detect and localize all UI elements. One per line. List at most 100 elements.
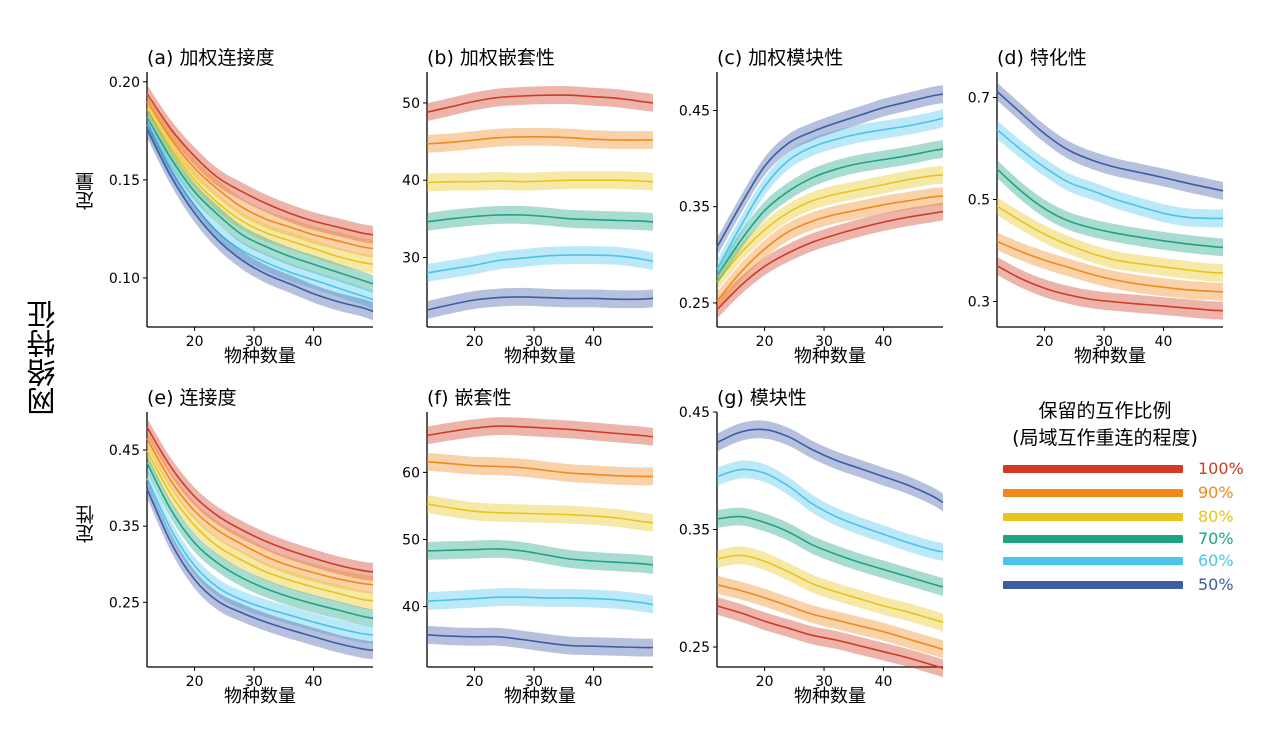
legend-item-60: 60% <box>1003 551 1253 571</box>
x-tick-label: 40 <box>585 334 603 350</box>
legend-item-80: 80% <box>1003 507 1253 527</box>
series-ci-band <box>717 166 943 291</box>
series-line <box>146 93 374 236</box>
y-tick-label: 0.15 <box>109 173 140 189</box>
series-line <box>146 116 374 285</box>
x-tick-label: 20 <box>186 674 204 690</box>
series-ci-band <box>147 84 373 244</box>
y-tick-label: 30 <box>402 250 420 266</box>
series-line <box>996 168 1224 249</box>
series-line <box>426 634 654 649</box>
x-tick-label: 20 <box>186 334 204 350</box>
panel-c: (c) 加权模块性 0.25 0.35 0.45 20 30 40 物种数量 <box>679 47 944 367</box>
legend-title-line1: 保留的互作比例 <box>1038 400 1172 422</box>
y-tick-label: 0.20 <box>109 75 140 91</box>
series-line <box>426 460 654 478</box>
series-ci-band <box>147 92 373 258</box>
series-line <box>716 605 944 669</box>
series-line <box>426 94 654 113</box>
series-ci-band <box>717 109 943 279</box>
panel-title: (a) 加权连接度 <box>147 47 275 69</box>
legend-label: 90% <box>1198 483 1234 502</box>
series-ci-band <box>427 86 653 122</box>
y-tick-label: 0.45 <box>109 443 140 459</box>
x-axis-label: 物种数量 <box>224 346 296 367</box>
series-line <box>716 210 944 311</box>
series-ci-band <box>147 480 373 660</box>
x-tick-label: 30 <box>245 674 263 690</box>
y-tick-label: 0.7 <box>968 91 990 107</box>
series-ci-band <box>717 420 943 512</box>
series-line <box>146 128 374 313</box>
legend-swatch <box>1003 557 1183 565</box>
series-line <box>716 195 944 302</box>
legend-label: 50% <box>1198 575 1234 594</box>
series-line <box>426 596 654 606</box>
x-tick-label: 30 <box>245 334 263 350</box>
y-tick-label: 0.45 <box>679 405 710 421</box>
series-ci-band <box>147 116 373 309</box>
legend-swatch <box>1003 513 1183 521</box>
legend-label: 70% <box>1198 529 1234 548</box>
series-line <box>146 477 374 636</box>
series-line <box>146 450 374 602</box>
y-tick-label: 0.45 <box>679 103 710 119</box>
x-tick-label: 30 <box>525 674 543 690</box>
legend-swatch <box>1003 489 1183 497</box>
series-ci-band <box>147 418 373 581</box>
series-ci-band <box>427 246 653 282</box>
series-ci-band <box>997 82 1223 200</box>
x-tick-label: 20 <box>756 334 774 350</box>
series-ci-band <box>147 469 373 644</box>
x-axis-label: 物种数量 <box>1074 346 1146 367</box>
legend-swatch <box>1003 535 1183 543</box>
panel-e: (e) 连接度 0.25 0.35 0.45 20 30 40 物种数量 <box>109 387 374 707</box>
y-tick-label: 0.25 <box>109 595 140 611</box>
series-ci-band <box>147 100 373 274</box>
series-line <box>716 515 944 588</box>
y-tick-label: 0.3 <box>968 295 990 311</box>
series-ci-band <box>997 232 1223 301</box>
series-ci-band <box>997 160 1223 257</box>
x-tick-label: 30 <box>815 674 833 690</box>
legend-item-50: 50% <box>1003 575 1253 595</box>
series-line <box>716 554 944 624</box>
series-line <box>716 148 944 277</box>
legend: 保留的互作比例 (局域互作重连的程度) 100% 90% 80% 70% 60%… <box>985 398 1255 594</box>
series-ci-band <box>147 108 373 293</box>
series-line <box>996 128 1224 220</box>
series-line <box>146 462 374 620</box>
series-line <box>996 205 1224 274</box>
series-ci-band <box>427 205 653 231</box>
panel-title: (c) 加权模块性 <box>717 47 843 69</box>
y-tick-label: 0.5 <box>968 193 990 209</box>
x-tick-label: 40 <box>585 674 603 690</box>
series-ci-band <box>997 197 1223 282</box>
x-tick-label: 40 <box>305 334 323 350</box>
series-line <box>426 254 654 274</box>
panel-a: (a) 加权连接度 0.10 0.15 0.20 20 30 40 物种数量 <box>109 47 374 367</box>
series-line <box>996 90 1224 192</box>
series-line <box>146 124 374 301</box>
x-tick-label: 20 <box>756 674 774 690</box>
y-tick-label: 50 <box>402 96 420 112</box>
series-line <box>426 548 654 566</box>
x-axis-label: 物种数量 <box>504 346 576 367</box>
legend-label: 60% <box>1198 551 1234 570</box>
legend-item-70: 70% <box>1003 529 1253 549</box>
series-line <box>996 240 1224 293</box>
figure-ylabel: 网络特征 <box>26 300 60 416</box>
y-tick-label: 0.35 <box>679 523 710 539</box>
y-tick-label: 0.35 <box>109 519 140 535</box>
x-tick-label: 30 <box>1095 334 1113 350</box>
series-line <box>716 428 944 504</box>
panel-g: (g) 模块性 0.25 0.35 0.45 20 30 40 物种数量 <box>679 387 944 707</box>
series-line <box>716 174 944 283</box>
series-line <box>716 117 944 270</box>
x-axis-label: 物种数量 <box>794 346 866 367</box>
x-axis-label: 物种数量 <box>504 686 576 707</box>
y-tick-label: 0.35 <box>679 200 710 216</box>
y-tick-label: 0.25 <box>679 296 710 312</box>
series-ci-band <box>427 588 653 614</box>
series-ci-band <box>147 120 373 321</box>
